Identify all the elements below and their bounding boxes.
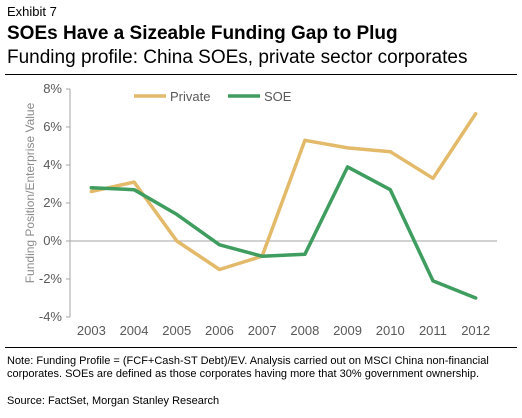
bottom-divider (5, 347, 517, 348)
y-tick-label: -4% (39, 309, 63, 324)
x-tick-label: 2008 (290, 323, 319, 338)
x-tick-label: 2006 (205, 323, 234, 338)
y-tick-label: 4% (43, 157, 62, 172)
chart-subtitle: Funding profile: China SOEs, private sec… (7, 47, 468, 68)
source-line: Source: FactSet, Morgan Stanley Research (7, 395, 220, 407)
exhibit-label: Exhibit 7 (7, 4, 57, 19)
x-tick-label: 2011 (419, 323, 447, 338)
top-divider (5, 74, 517, 75)
x-tick-label: 2012 (461, 323, 490, 338)
y-axis-ticks: -4% -2% 0% 2% 4% 6% 8% (39, 81, 70, 324)
legend-label-soe: SOE (264, 89, 292, 104)
x-tick-label: 2004 (120, 323, 149, 338)
y-tick-label: 0% (43, 233, 62, 248)
y-tick-label: 6% (43, 119, 62, 134)
series-line-private (89, 111, 478, 272)
y-tick-label: 2% (43, 195, 62, 210)
chart-title: SOEs Have a Sizeable Funding Gap to Plug (7, 23, 398, 44)
series-lines (89, 111, 478, 300)
x-axis-ticks: 2003 2004 2005 2006 2007 2008 2009 2010 2011 2012 (77, 323, 490, 338)
y-tick-label: -2% (39, 271, 63, 286)
x-tick-label: 2003 (77, 323, 106, 338)
legend-label-private: Private (170, 89, 210, 104)
x-tick-label: 2009 (333, 323, 362, 338)
line-chart: -4%-2%0%2%4%6%8% 2003 2004 2005 2006 2007 200… (23, 81, 497, 338)
legend: Private SOE (134, 89, 292, 104)
footnote: Note: Funding Profile = (FCF+Cash-ST Deb… (7, 355, 489, 380)
x-tick-label: 2010 (376, 323, 405, 338)
y-tick-label: 8% (43, 81, 62, 96)
x-tick-label: 2005 (162, 323, 191, 338)
y-axis-label: Funding Position/Enterprise Value (23, 102, 37, 283)
series-line-soe (89, 165, 478, 300)
x-tick-label: 2007 (248, 323, 277, 338)
